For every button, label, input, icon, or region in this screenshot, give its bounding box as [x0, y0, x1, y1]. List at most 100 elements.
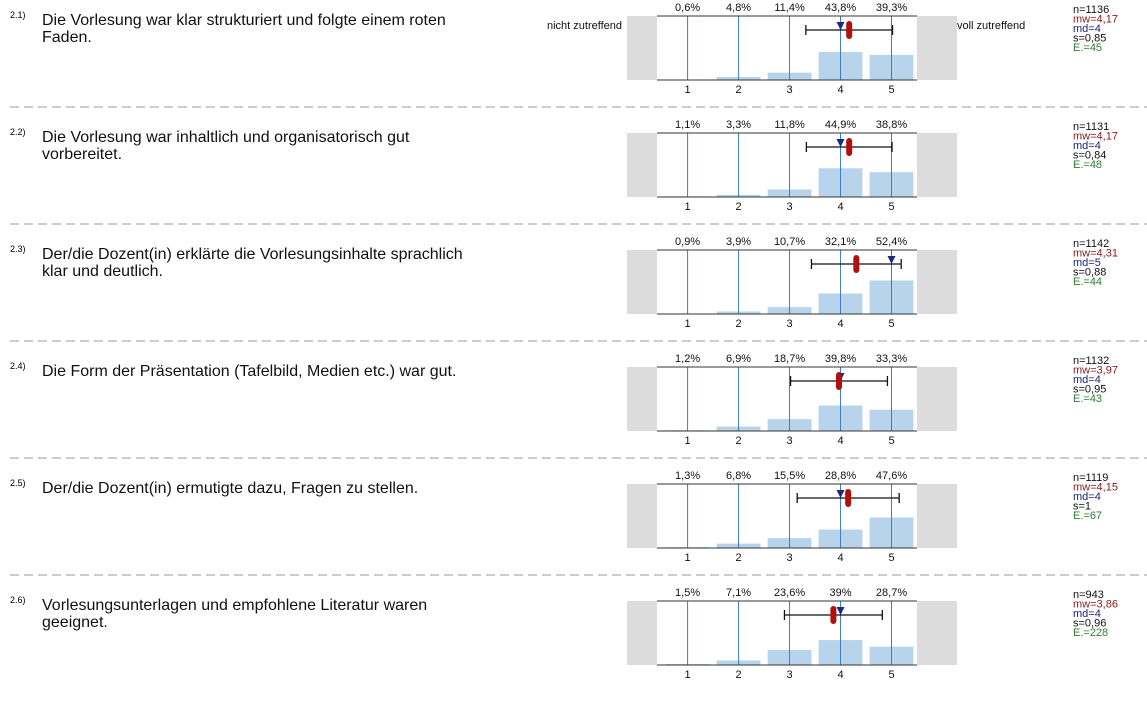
x-tick-label: 2 [736, 669, 742, 681]
x-tick-label: 2 [736, 84, 742, 96]
x-tick-label: 4 [837, 552, 843, 564]
value-label: 0,6% [675, 2, 700, 14]
x-tick-label: 4 [837, 669, 843, 681]
x-tick-label: 1 [685, 435, 691, 447]
value-label: 33,3% [876, 353, 907, 365]
median-marker [837, 22, 845, 30]
stat-abstentions: E.=44 [1073, 276, 1102, 288]
scale-end-left [627, 133, 657, 197]
value-label: 47,6% [876, 470, 907, 482]
stat-abstentions: E.=228 [1073, 627, 1108, 639]
value-label: 10,7% [774, 236, 805, 248]
x-tick-label: 3 [786, 552, 792, 564]
x-tick-label: 2 [736, 435, 742, 447]
x-tick-label: 5 [888, 318, 894, 330]
question-text: Der/die Dozent(in) erklärte die Vorlesun… [42, 246, 488, 280]
value-label: 28,7% [876, 587, 907, 599]
x-tick-label: 1 [685, 201, 691, 213]
scale-end-right [917, 601, 957, 665]
x-tick-label: 2 [736, 318, 742, 330]
scale-end-left [627, 250, 657, 314]
scale-end-right [917, 484, 957, 548]
value-label: 39,3% [876, 2, 907, 14]
question-block: 2.1)Die Vorlesung war klar strukturiert … [0, 0, 1147, 117]
scale-end-left [627, 16, 657, 80]
x-tick-label: 1 [685, 552, 691, 564]
question-text: Der/die Dozent(in) ermutigte dazu, Frage… [42, 480, 488, 497]
stat-abstentions: E.=67 [1073, 510, 1102, 522]
x-tick-label: 2 [736, 201, 742, 213]
median-marker [888, 256, 896, 264]
mean-marker [830, 606, 836, 624]
scale-end-right [917, 16, 957, 80]
scale-end-left [627, 484, 657, 548]
question-block: 2.4)Die Form der Präsentation (Tafelbild… [0, 351, 1147, 468]
x-tick-label: 3 [786, 84, 792, 96]
stat-abstentions: E.=43 [1073, 393, 1102, 405]
x-tick-label: 4 [837, 435, 843, 447]
value-label: 1,3% [675, 470, 700, 482]
x-tick-label: 2 [736, 552, 742, 564]
scale-right-label: voll zutreffend [957, 20, 1025, 32]
value-label: 1,1% [675, 119, 700, 131]
stat-abstentions: E.=45 [1073, 42, 1102, 54]
value-label: 3,9% [726, 236, 751, 248]
value-label: 39,8% [825, 353, 856, 365]
x-tick-label: 3 [786, 435, 792, 447]
mean-marker [846, 21, 852, 39]
value-label: 1,2% [675, 353, 700, 365]
median-marker [837, 139, 845, 147]
value-label: 7,1% [726, 587, 751, 599]
stat-abstentions: E.=48 [1073, 159, 1102, 171]
median-marker [837, 490, 845, 498]
value-label: 11,4% [774, 2, 805, 14]
x-tick-label: 4 [837, 318, 843, 330]
question-text: Vorlesungsunterlagen und empfohlene Lite… [42, 597, 488, 631]
question-block: 2.6)Vorlesungsunterlagen und empfohlene … [0, 585, 1147, 702]
value-label: 0,9% [675, 236, 700, 248]
x-tick-label: 3 [786, 318, 792, 330]
question-text: Die Vorlesung war klar strukturiert und … [42, 12, 488, 46]
value-label: 44,9% [825, 119, 856, 131]
mean-marker [836, 372, 842, 390]
x-tick-label: 1 [685, 84, 691, 96]
scale-end-right [917, 367, 957, 431]
value-label: 23,6% [774, 587, 805, 599]
value-label: 39% [830, 587, 852, 599]
median-marker [837, 607, 845, 615]
question-text: Die Form der Präsentation (Tafelbild, Me… [42, 363, 488, 380]
x-tick-label: 5 [888, 201, 894, 213]
scale-end-left [627, 367, 657, 431]
value-label: 15,5% [774, 470, 805, 482]
x-tick-label: 4 [837, 84, 843, 96]
question-block: 2.2)Die Vorlesung war inhaltlich und org… [0, 117, 1147, 234]
value-label: 1,5% [675, 587, 700, 599]
mean-marker [845, 489, 851, 507]
x-tick-label: 5 [888, 84, 894, 96]
value-label: 6,9% [726, 353, 751, 365]
x-tick-label: 5 [888, 669, 894, 681]
scale-end-right [917, 250, 957, 314]
question-block: 2.3)Der/die Dozent(in) erklärte die Vorl… [0, 234, 1147, 351]
x-tick-label: 1 [685, 669, 691, 681]
value-label: 52,4% [876, 236, 907, 248]
value-label: 28,8% [825, 470, 856, 482]
value-label: 38,8% [876, 119, 907, 131]
x-tick-label: 5 [888, 435, 894, 447]
value-label: 3,3% [726, 119, 751, 131]
x-tick-label: 3 [786, 669, 792, 681]
scale-left-label: nicht zutreffend [547, 20, 622, 32]
value-label: 32,1% [825, 236, 856, 248]
x-tick-label: 1 [685, 318, 691, 330]
value-label: 11,8% [774, 119, 805, 131]
mean-marker [853, 255, 859, 273]
scale-end-right [917, 133, 957, 197]
mean-marker [846, 138, 852, 156]
question-text: Die Vorlesung war inhaltlich und organis… [42, 129, 488, 163]
value-label: 6,8% [726, 470, 751, 482]
value-label: 43,8% [825, 2, 856, 14]
value-label: 4,8% [726, 2, 751, 14]
x-tick-label: 4 [837, 201, 843, 213]
x-tick-label: 3 [786, 201, 792, 213]
question-block: 2.5)Der/die Dozent(in) ermutigte dazu, F… [0, 468, 1147, 585]
